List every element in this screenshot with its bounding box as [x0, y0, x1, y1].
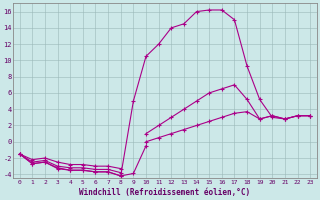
X-axis label: Windchill (Refroidissement éolien,°C): Windchill (Refroidissement éolien,°C): [79, 188, 251, 197]
